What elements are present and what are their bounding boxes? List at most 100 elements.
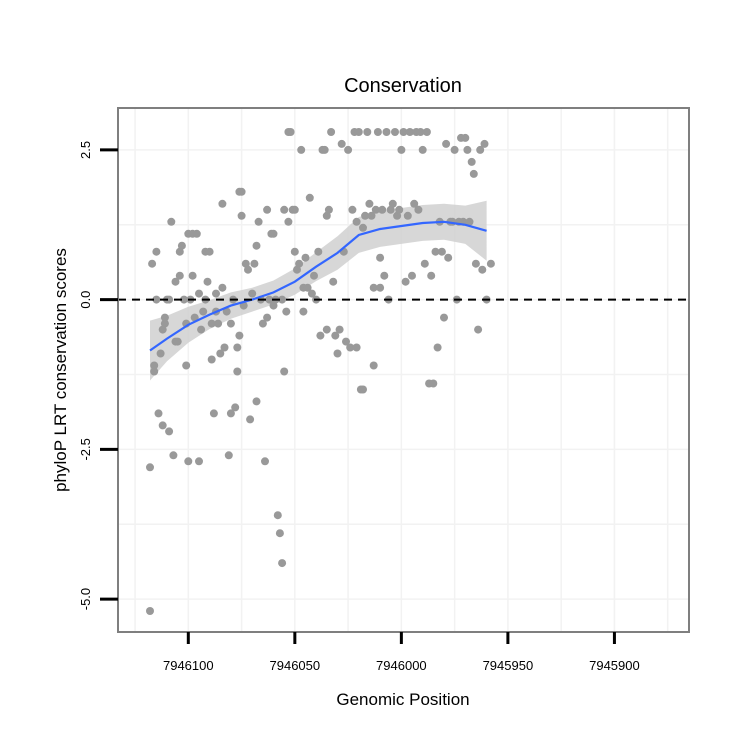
data-point: [295, 259, 304, 268]
data-point: [335, 325, 344, 334]
data-point: [152, 247, 161, 256]
data-point: [467, 157, 476, 166]
data-point: [158, 421, 167, 430]
data-point: [395, 205, 404, 214]
y-axis: 2.5 0.0 -2.5 -5.0: [78, 141, 118, 610]
data-point: [410, 199, 419, 208]
x-tick-label: 7945950: [483, 658, 534, 673]
data-point: [324, 205, 333, 214]
data-point: [305, 193, 314, 202]
data-point: [461, 133, 470, 142]
data-point: [235, 331, 244, 340]
data-point: [393, 211, 402, 220]
data-point: [310, 271, 318, 280]
data-point: [207, 319, 216, 328]
y-tick-label: -2.5: [78, 438, 93, 460]
data-point: [401, 277, 410, 286]
data-point: [352, 343, 361, 352]
data-point: [391, 128, 399, 136]
data-point: [248, 289, 257, 298]
panel-border: [117, 107, 690, 633]
data-point: [359, 385, 367, 394]
data-point: [327, 128, 336, 136]
data-point: [427, 271, 436, 280]
data-point: [184, 457, 193, 466]
plot-panel: [118, 108, 689, 632]
data-point: [337, 139, 346, 148]
data-point: [469, 169, 478, 178]
data-point: [352, 217, 361, 226]
data-point: [333, 349, 342, 358]
data-point: [261, 457, 269, 466]
data-point: [275, 529, 284, 538]
data-point: [195, 289, 203, 298]
data-point: [218, 199, 227, 208]
data-point: [301, 253, 310, 262]
data-point: [297, 145, 306, 154]
data-point: [440, 313, 448, 322]
data-point: [269, 301, 278, 310]
data-point: [465, 217, 474, 226]
data-point: [214, 319, 223, 328]
data-point: [361, 211, 370, 220]
data-point: [199, 307, 208, 316]
data-point: [197, 325, 206, 334]
data-point: [433, 343, 442, 352]
data-point: [160, 319, 169, 328]
data-point: [241, 259, 250, 268]
data-point: [342, 337, 350, 346]
data-point: [165, 427, 174, 436]
data-point: [463, 145, 472, 154]
data-point: [478, 265, 487, 274]
data-point: [416, 128, 425, 136]
y-axis-label: phyloP LRT conservation scores: [51, 248, 70, 492]
data-point: [331, 331, 340, 340]
data-point: [233, 343, 242, 352]
data-point: [250, 259, 259, 268]
data-point: [316, 331, 325, 340]
data-point: [224, 451, 233, 460]
data-point: [397, 145, 406, 154]
data-point: [373, 128, 382, 136]
data-point: [418, 145, 427, 154]
x-axis: 7946100 7946050 7946000 7945950 7945900: [163, 632, 640, 673]
data-point: [282, 307, 291, 316]
data-point: [329, 277, 338, 286]
data-point: [212, 289, 220, 298]
data-point: [173, 337, 182, 346]
data-point: [442, 139, 451, 148]
data-point: [322, 325, 331, 334]
data-point: [150, 361, 159, 370]
x-axis-label: Genomic Position: [336, 690, 469, 709]
data-point: [167, 217, 176, 226]
data-point: [152, 295, 161, 304]
x-tick-label: 7946100: [163, 658, 214, 673]
y-tick-label: 0.0: [78, 291, 93, 309]
y-tick-label: 2.5: [78, 141, 93, 159]
data-point: [171, 277, 180, 286]
data-point: [386, 205, 395, 214]
data-point: [226, 319, 235, 328]
data-point: [437, 247, 446, 256]
data-point: [233, 367, 242, 376]
data-point: [160, 313, 169, 322]
data-point: [365, 199, 374, 208]
data-point: [471, 259, 480, 268]
data-point: [226, 409, 235, 418]
data-point: [254, 217, 263, 226]
data-point: [273, 511, 282, 520]
data-point: [169, 451, 178, 460]
data-point: [231, 403, 240, 412]
data-point: [388, 199, 397, 208]
data-point: [258, 319, 267, 328]
data-point: [284, 217, 293, 226]
data-point: [369, 361, 378, 370]
data-point: [408, 271, 416, 280]
data-point: [246, 415, 255, 424]
data-point: [344, 145, 353, 154]
data-point: [180, 295, 188, 304]
data-point: [205, 247, 214, 256]
data-point: [150, 367, 159, 376]
data-point: [369, 283, 378, 292]
